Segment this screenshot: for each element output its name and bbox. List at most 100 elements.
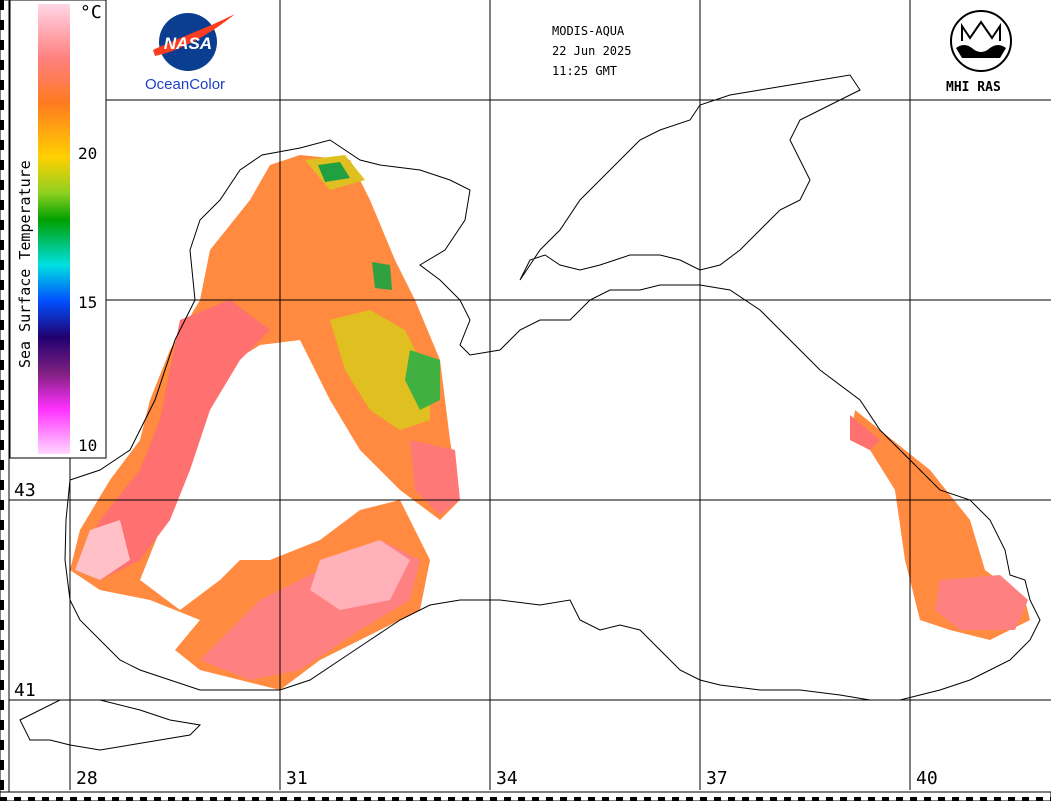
frame-tick: [728, 797, 735, 801]
frame-tick: [0, 400, 4, 410]
frame-tick: [294, 797, 301, 801]
frame-tick: [518, 797, 525, 801]
frame-tick: [896, 797, 903, 801]
lat-label-43: 43: [14, 480, 36, 501]
frame-tick: [1036, 797, 1043, 801]
frame-tick: [14, 797, 21, 801]
frame-tick: [602, 797, 609, 801]
frame-tick: [826, 797, 833, 801]
frame-tick: [546, 797, 553, 801]
colorbar-tick-10: 10: [78, 436, 98, 455]
frame-tick: [0, 40, 4, 50]
coastline: [19, 74, 1041, 751]
sst-data-west: [70, 155, 460, 690]
frame-tick: [350, 797, 357, 801]
colorbar-title: Sea Surface Temperature: [16, 160, 34, 368]
frame-tick: [266, 797, 273, 801]
frame-tick: [0, 20, 4, 30]
frame-tick: [0, 540, 4, 550]
frame-tick: [0, 60, 4, 70]
frame-tick: [952, 797, 959, 801]
frame-tick: [378, 797, 385, 801]
nasa-meatball-icon: NASA: [153, 13, 235, 71]
frame-tick: [0, 480, 4, 490]
frame-tick: [686, 797, 693, 801]
frame-tick: [504, 797, 511, 801]
frame-tick: [434, 797, 441, 801]
frame-tick: [112, 797, 119, 801]
mhi-ras-label: MHI RAS: [946, 80, 1001, 95]
frame-tick: [0, 620, 4, 630]
lon-label-34: 34: [496, 768, 518, 789]
frame-tick: [0, 760, 4, 770]
oceancolor-label: OceanColor: [145, 76, 226, 93]
date-label: 22 Jun 2025: [552, 44, 632, 58]
frame-tick: [0, 700, 4, 710]
frame-tick: [98, 797, 105, 801]
frame-tick: [364, 797, 371, 801]
frame-tick: [0, 200, 4, 210]
colorbar-tick-15: 15: [78, 293, 98, 312]
frame-tick: [0, 420, 4, 430]
frame-tick: [0, 280, 4, 290]
frame-tick: [0, 780, 4, 790]
frame-tick: [966, 797, 973, 801]
mhi-ras-emblem-icon: [950, 10, 1012, 72]
frame-tick: [224, 797, 231, 801]
frame-tick: [476, 797, 483, 801]
frame-tick: [700, 797, 707, 801]
lat-label-41: 41: [14, 680, 36, 701]
frame-tick: [70, 797, 77, 801]
frame-tick: [840, 797, 847, 801]
frame-tick: [0, 340, 4, 350]
time-label: 11:25 GMT: [552, 64, 618, 78]
frame-tick: [490, 797, 497, 801]
frame-tick: [742, 797, 749, 801]
frame-tick: [924, 797, 931, 801]
colorbar-panel: [9, 0, 107, 459]
frame-tick: [0, 100, 4, 110]
frame-tick: [588, 797, 595, 801]
frame-tick: [0, 160, 4, 170]
frame-tick: [0, 80, 4, 90]
frame-tick: [0, 600, 4, 610]
frame-tick: [392, 797, 399, 801]
frame-tick: [882, 797, 889, 801]
frame-tick: [784, 797, 791, 801]
sst-data-east: [850, 410, 1030, 640]
lon-label-40: 40: [916, 768, 938, 789]
frame-tick: [980, 797, 987, 801]
frame-tick: [0, 580, 4, 590]
frame-tick: [0, 0, 4, 10]
frame-tick: [0, 380, 4, 390]
frame-tick: [252, 797, 259, 801]
frame-tick: [616, 797, 623, 801]
frame-tick: [0, 140, 4, 150]
frame-tick: [770, 797, 777, 801]
frame-tick: [406, 797, 413, 801]
frame-tick: [644, 797, 651, 801]
frame-tick: [0, 680, 4, 690]
frame-tick: [126, 797, 133, 801]
colorbar-tick-20: 20: [78, 144, 98, 163]
frame-tick: [0, 440, 4, 450]
lon-label-28: 28: [76, 768, 98, 789]
frame-tick: [0, 797, 7, 801]
frame-tick: [322, 797, 329, 801]
lon-label-37: 37: [706, 768, 728, 789]
frame-tick: [994, 797, 1001, 801]
frame-tick: [0, 500, 4, 510]
frame-tick: [210, 797, 217, 801]
frame-tick: [0, 460, 4, 470]
frame-tick: [0, 520, 4, 530]
frame-tick: [0, 560, 4, 570]
frame-tick: [560, 797, 567, 801]
frame-tick: [574, 797, 581, 801]
frame-tick: [756, 797, 763, 801]
frame-tick: [462, 797, 469, 801]
frame-tick: [0, 260, 4, 270]
frame-tick: [448, 797, 455, 801]
frame-tick: [0, 740, 4, 750]
frame-tick: [0, 180, 4, 190]
